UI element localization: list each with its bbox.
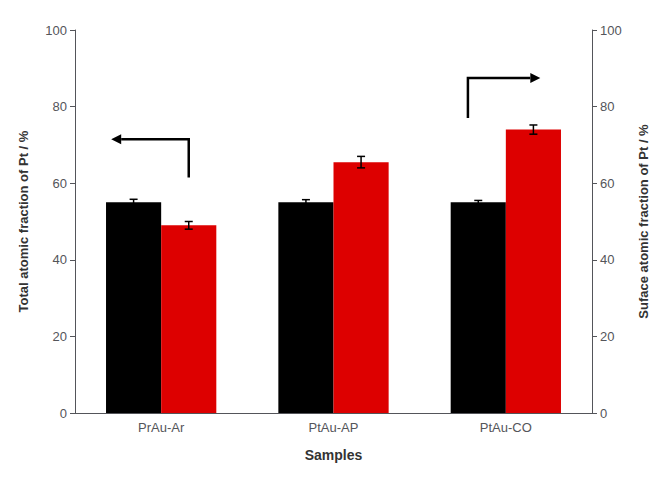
svg-text:0: 0 (60, 406, 67, 421)
svg-text:100: 100 (600, 23, 622, 38)
svg-text:PrAu-Ar: PrAu-Ar (138, 420, 185, 435)
svg-text:Suface atomic fraction of Pt /: Suface atomic fraction of Pt / % (636, 124, 651, 319)
svg-text:20: 20 (53, 329, 67, 344)
svg-text:PtAu-AP: PtAu-AP (309, 420, 359, 435)
svg-text:0: 0 (600, 406, 607, 421)
svg-text:60: 60 (53, 176, 67, 191)
svg-text:100: 100 (45, 23, 67, 38)
svg-text:60: 60 (600, 176, 614, 191)
svg-text:Total atomic fraction of Pt /: Total atomic fraction of Pt / % (16, 130, 31, 312)
svg-text:40: 40 (600, 252, 614, 267)
svg-text:PtAu-CO: PtAu-CO (480, 420, 532, 435)
svg-text:20: 20 (600, 329, 614, 344)
svg-text:Samples: Samples (305, 447, 363, 463)
svg-text:40: 40 (53, 252, 67, 267)
svg-text:80: 80 (600, 99, 614, 114)
svg-text:80: 80 (53, 99, 67, 114)
